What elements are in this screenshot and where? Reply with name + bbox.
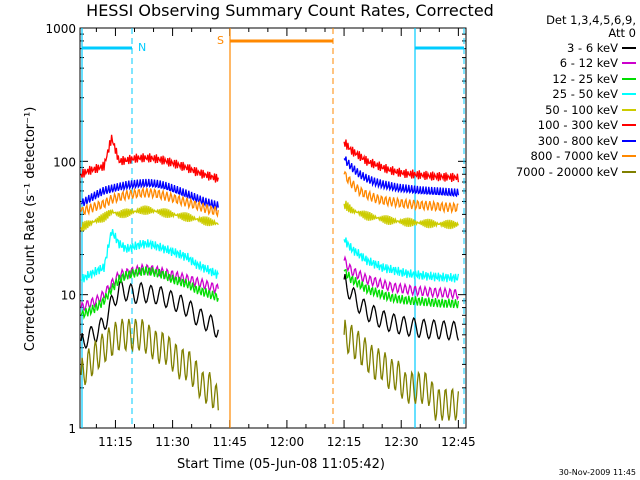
legend-swatch: [622, 139, 636, 142]
legend-entry: 800 - 7000 keV: [488, 149, 636, 165]
plot-frame: [79, 27, 467, 429]
series-line-6-seg-0: [80, 178, 219, 212]
legend-swatch: [622, 46, 636, 49]
series-line-0-seg-1: [343, 273, 460, 342]
series-1: [80, 255, 459, 312]
legend-header-line-1: Det 1,3,4,5,6,9,: [546, 13, 636, 27]
y-tick-label: 1000: [45, 22, 76, 36]
legend-entry: 25 - 50 keV: [488, 87, 636, 103]
series-line-3-seg-1: [343, 237, 460, 283]
series-line-0-seg-0: [80, 279, 219, 350]
y-tick-label: 10: [61, 289, 76, 303]
series-line-1-seg-1: [343, 255, 459, 301]
x-tick-label: 11:30: [155, 435, 190, 449]
legend-swatch: [622, 93, 636, 96]
series-8: [80, 318, 460, 421]
legend-entries: 3 - 6 keV 6 - 12 keV 12 - 25 keV 25 - 50 ke…: [488, 40, 636, 180]
series-4: [80, 200, 459, 232]
legend-entry: 12 - 25 keV: [488, 71, 636, 87]
legend-entry-label: 7000 - 20000 keV: [515, 164, 618, 179]
legend-entry: 50 - 100 keV: [488, 102, 636, 118]
series-0: [80, 273, 460, 350]
y-tick-label: 1: [68, 422, 76, 436]
legend-entry-label: 6 - 12 keV: [559, 56, 618, 71]
x-axis-label: Start Time (05-Jun-08 11:05:42): [177, 457, 385, 472]
series-line-2-seg-0: [80, 266, 219, 320]
legend-swatch: [622, 170, 636, 173]
series-line-2-seg-1: [343, 268, 460, 309]
legend-entry: 300 - 800 keV: [488, 133, 636, 149]
legend-swatch: [622, 77, 636, 80]
legend-entry: 6 - 12 keV: [488, 56, 636, 72]
legend-swatch: [622, 108, 636, 111]
series-line-5-seg-0: [80, 134, 219, 183]
x-tick-label: 12:00: [270, 435, 305, 449]
legend-swatch: [622, 124, 636, 127]
series-line-5-seg-1: [343, 139, 460, 183]
chart-axes: 1 10 100 1000 11:15 11:30 11:45 12:00 12:15 12:30…: [45, 22, 475, 449]
series-6: [80, 156, 460, 212]
legend-swatch: [622, 62, 636, 65]
series-line-6-seg-1: [343, 156, 460, 198]
series-line-1-seg-0: [80, 262, 219, 312]
timestamp: 30-Nov-2009 11:45: [558, 468, 636, 477]
series-line-8-seg-1: [343, 319, 460, 421]
chart-title: HESSI Observing Summary Count Rates, Cor…: [86, 1, 494, 20]
night-label: N: [138, 41, 146, 54]
series-5: [80, 134, 460, 183]
series-line-8-seg-0: [80, 318, 219, 411]
x-tick-label: 12:45: [441, 435, 476, 449]
legend-entry-label: 3 - 6 keV: [567, 40, 618, 55]
series-line-3-seg-0: [80, 228, 219, 283]
series-3: [80, 228, 460, 283]
series-line-4-seg-1: [343, 200, 459, 230]
legend-header-line-2: Att 0: [608, 26, 636, 40]
y-axis-label: Corrected Count Rate (s⁻¹ detector⁻¹): [23, 107, 38, 352]
x-tick-label: 12:15: [327, 435, 362, 449]
y-tick-label: 100: [53, 155, 76, 169]
legend-entry-label: 300 - 800 keV: [537, 133, 618, 148]
legend-entry: 7000 - 20000 keV: [488, 164, 636, 180]
x-tick-label: 11:45: [212, 435, 247, 449]
legend-entry-label: 50 - 100 keV: [545, 102, 618, 117]
series-2: [80, 266, 460, 320]
legend-entry-label: 100 - 300 keV: [537, 118, 618, 133]
series-line-7-seg-1: [343, 170, 459, 215]
legend-entry-label: 25 - 50 keV: [552, 87, 618, 102]
series-line-7-seg-0: [80, 186, 219, 218]
legend-swatch: [622, 155, 636, 158]
legend-entry: 3 - 6 keV: [488, 40, 636, 56]
legend-entry-label: 12 - 25 keV: [552, 71, 618, 86]
x-tick-label: 12:30: [384, 435, 419, 449]
legend-entry-label: 800 - 7000 keV: [530, 149, 618, 164]
x-tick-label: 11:15: [98, 435, 133, 449]
series-7: [80, 170, 459, 218]
series-line-4-seg-0: [80, 205, 219, 232]
chart-series-layer: [80, 134, 460, 421]
chart-overlays: NS: [81, 28, 465, 428]
legend-entry: 100 - 300 keV: [488, 118, 636, 134]
legend: Det 1,3,4,5,6,9, Att 0 3 - 6 keV 6 - 12 k…: [488, 14, 636, 180]
saa-label: S: [217, 34, 224, 47]
